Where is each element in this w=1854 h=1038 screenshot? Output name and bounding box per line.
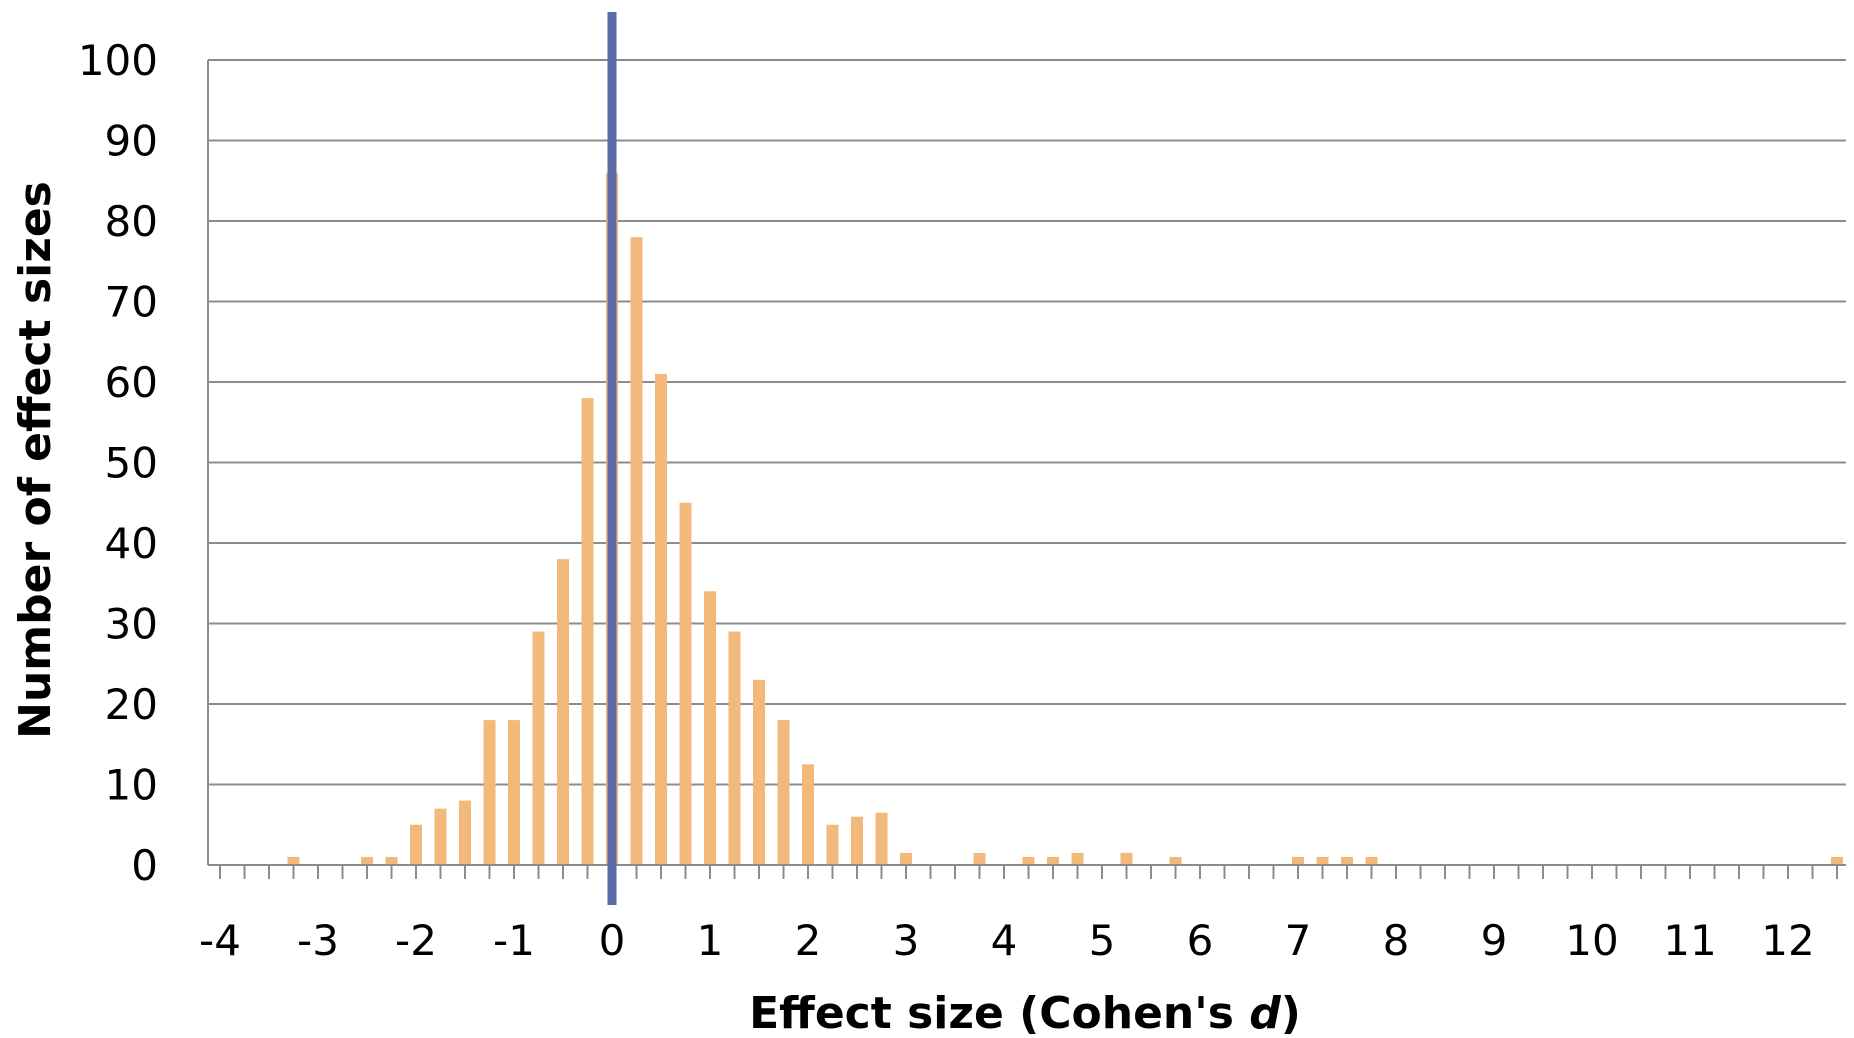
histogram-bar: [1341, 856, 1353, 865]
x-tick-label: 11: [1663, 916, 1716, 965]
y-tick-label: 60: [105, 358, 158, 407]
y-tick-label: 40: [105, 519, 158, 568]
histogram-bar: [851, 816, 863, 865]
histogram-bar: [532, 631, 545, 865]
histogram-bar: [900, 852, 912, 865]
x-tick-label: 12: [1761, 916, 1814, 965]
y-tick-label: 80: [105, 197, 158, 246]
x-tick-label: -2: [395, 916, 437, 965]
y-tick-label: 30: [105, 600, 158, 649]
y-tick-label: 100: [78, 36, 158, 85]
histogram-bar: [385, 856, 398, 865]
histogram-bar: [753, 679, 765, 865]
x-tick-label: -1: [493, 916, 535, 965]
histogram-bar: [679, 502, 692, 865]
histogram-bar: [434, 808, 447, 865]
x-tick-label: 6: [1187, 916, 1214, 965]
histogram-bar: [508, 720, 520, 865]
histogram-bar: [1831, 856, 1843, 865]
histogram-bar: [826, 824, 839, 865]
x-tick-label: 1: [697, 916, 724, 965]
x-tick-labels: -4 -3 -2 -1 0 1 2 3 4 5 6 7 8 9 10 11 12: [199, 916, 1815, 965]
gridlines: [208, 59, 1846, 786]
histogram-bar: [483, 720, 496, 865]
y-tick-label: 90: [105, 117, 158, 166]
histogram-bar: [875, 812, 888, 865]
histogram-bar: [459, 800, 471, 865]
x-tick-label: 4: [991, 916, 1018, 965]
x-tick-label: 7: [1285, 916, 1312, 965]
histogram-bar: [1071, 852, 1084, 865]
x-tick-label: 8: [1383, 916, 1410, 965]
histogram-bar: [1120, 852, 1133, 865]
x-tick-label: 5: [1089, 916, 1116, 965]
y-axis-title: Number of effect sizes: [10, 181, 61, 739]
histogram-bar: [361, 856, 373, 865]
x-tick-label: -3: [297, 916, 339, 965]
histogram-bar: [581, 398, 594, 865]
bars: [287, 172, 1843, 866]
histogram-bar: [1022, 856, 1035, 865]
x-axis: [207, 60, 1846, 879]
y-tick-labels: 0 10 20 30 40 50 60 70 80 90 100: [78, 36, 158, 890]
x-tick-label: 9: [1481, 916, 1508, 965]
y-tick-label: 70: [105, 278, 158, 327]
x-axis-title: Effect size (Cohen's d): [749, 988, 1301, 1038]
y-tick-label: 50: [105, 439, 158, 488]
histogram-bar: [973, 852, 986, 865]
histogram-bar: [557, 559, 569, 865]
histogram-bar: [728, 631, 741, 865]
histogram-bar: [777, 720, 790, 865]
histogram-bar: [630, 237, 643, 866]
x-tick-label: 2: [795, 916, 822, 965]
x-tick-label: 0: [599, 916, 626, 965]
histogram-bar: [802, 764, 814, 865]
histogram-bar: [1169, 856, 1182, 865]
histogram-bar: [655, 373, 667, 865]
y-tick-label: 10: [105, 761, 158, 810]
histogram-bar: [410, 824, 422, 865]
histogram-bar: [287, 856, 300, 865]
y-tick-label: 20: [105, 680, 158, 729]
x-tick-label: 3: [893, 916, 920, 965]
histogram-bar: [1292, 856, 1304, 865]
histogram-bar: [704, 591, 716, 865]
histogram-bar: [1047, 856, 1059, 865]
y-tick-label: 0: [131, 841, 158, 890]
x-tick-label: -4: [199, 916, 241, 965]
histogram-bar: [1365, 856, 1378, 865]
x-tick-label: 10: [1565, 916, 1618, 965]
histogram-bar: [1316, 856, 1329, 865]
